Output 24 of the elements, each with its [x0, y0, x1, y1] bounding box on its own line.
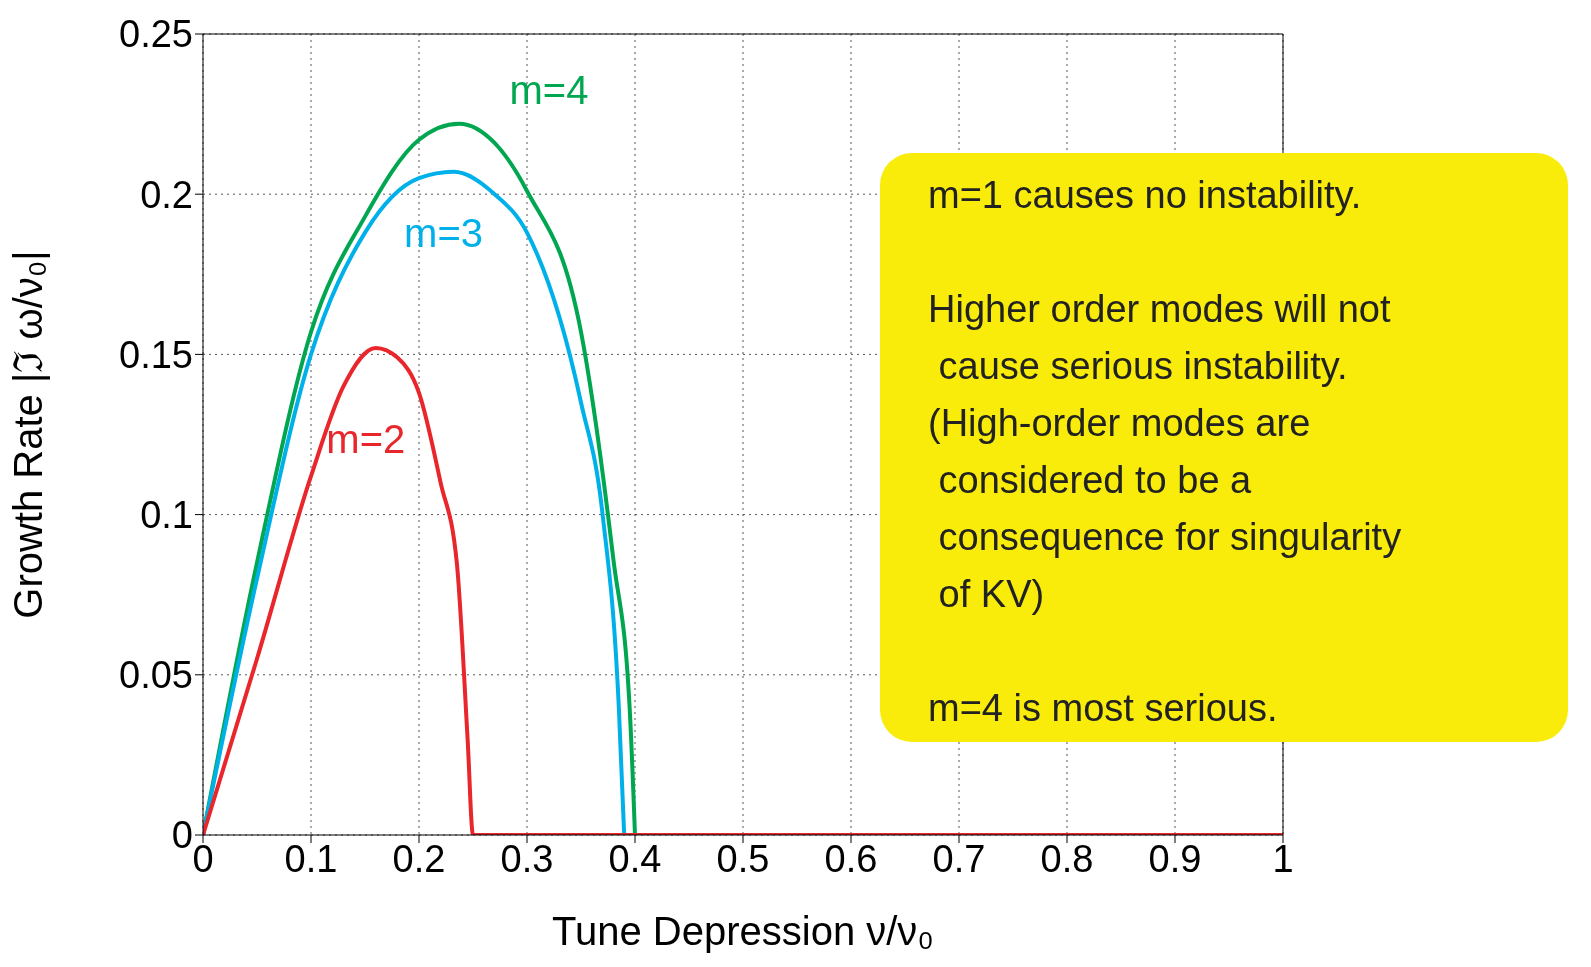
- series-label: m=3: [404, 210, 484, 255]
- y-tick-label: 0.25: [119, 13, 193, 56]
- y-tick-label: 0.1: [140, 494, 193, 537]
- y-tick-label: 0.2: [140, 173, 193, 216]
- y-tick-label: 0.05: [119, 654, 193, 697]
- y-tick-label: 0.15: [119, 333, 193, 376]
- series-label: m=4: [509, 67, 589, 112]
- x-tick-label: 0.7: [932, 837, 986, 880]
- x-tick-label: 0.6: [824, 837, 878, 880]
- series-label: m=2: [326, 416, 406, 461]
- annotation: m=1 causes no instability.: [928, 173, 1363, 218]
- note-box: m=1 causes no instability. Higher order modes will not cause serious instability. (High-order modes are considered to be a consequence for singularity of KV) m=4 is most serious.: [880, 153, 1568, 742]
- annotation: m=4 is most serious.: [928, 686, 1279, 731]
- annotation: Higher order modes will not cause serious instability. (High-order modes are considered to be a consequence for singularity of KV): [928, 287, 1403, 617]
- x-tick-label: 0.5: [716, 837, 770, 880]
- x-tick-label: 0.2: [392, 837, 446, 880]
- x-tick-label: 0.3: [500, 837, 554, 880]
- x-tick-label: 0.9: [1148, 837, 1202, 880]
- x-tick-label: 0.1: [284, 837, 338, 880]
- x-axis-title: Tune Depression ν/ν₀: [552, 909, 934, 953]
- x-tick-label: 0.8: [1040, 837, 1094, 880]
- x-tick-label: 0.4: [608, 837, 662, 880]
- y-axis-title: Growth Rate |ℑ ω/ν₀|: [6, 250, 51, 619]
- x-tick-label: 1: [1272, 837, 1294, 880]
